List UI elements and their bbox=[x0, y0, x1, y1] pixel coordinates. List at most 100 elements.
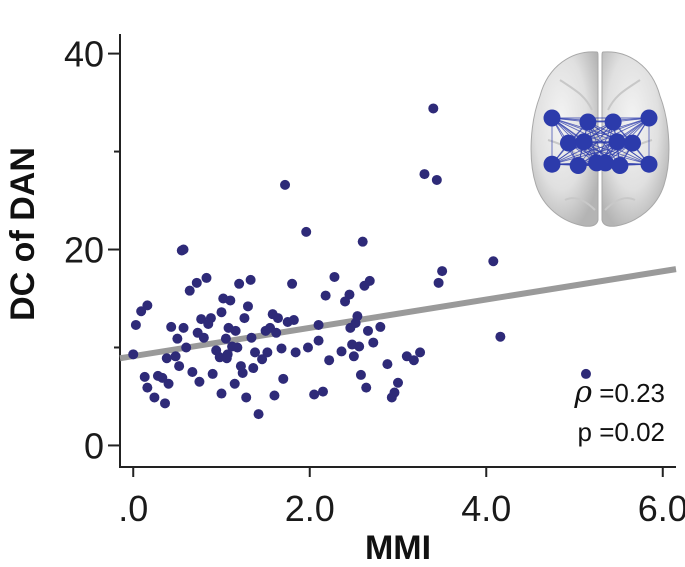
data-point bbox=[139, 371, 150, 382]
data-point bbox=[230, 325, 241, 336]
brain-node bbox=[611, 157, 629, 175]
data-point bbox=[184, 285, 195, 296]
data-point bbox=[287, 278, 298, 289]
rho-annotation: ρ =0.23 bbox=[573, 375, 665, 410]
data-point bbox=[278, 373, 289, 384]
data-point bbox=[280, 179, 291, 190]
data-point bbox=[419, 169, 430, 180]
data-point bbox=[198, 332, 209, 343]
brain-node bbox=[575, 133, 593, 151]
data-point bbox=[163, 378, 174, 389]
data-point bbox=[375, 321, 386, 332]
data-point bbox=[262, 347, 273, 358]
brain-network-inset bbox=[530, 51, 670, 227]
brain-node bbox=[559, 134, 577, 152]
data-point bbox=[336, 346, 347, 357]
x-tick-label: 6.0 bbox=[638, 488, 685, 529]
data-point bbox=[580, 368, 591, 379]
data-point bbox=[205, 313, 216, 324]
brain-edge bbox=[551, 141, 618, 165]
brain-node bbox=[596, 154, 614, 172]
data-point bbox=[172, 333, 183, 344]
data-point bbox=[241, 392, 252, 403]
brain-node bbox=[569, 157, 587, 175]
x-axis-title: MMI bbox=[365, 529, 431, 567]
x-tick-label: 2.0 bbox=[285, 488, 335, 529]
data-point bbox=[428, 103, 439, 114]
data-point bbox=[178, 244, 189, 255]
data-point bbox=[329, 271, 340, 282]
data-point bbox=[166, 321, 177, 332]
data-point bbox=[250, 347, 261, 358]
data-point bbox=[216, 307, 227, 318]
data-point bbox=[253, 409, 264, 420]
data-point bbox=[142, 382, 153, 393]
data-point bbox=[174, 361, 185, 372]
data-point bbox=[433, 277, 444, 288]
brain-node bbox=[604, 113, 622, 131]
data-point bbox=[361, 382, 372, 393]
data-point bbox=[130, 319, 141, 330]
data-point bbox=[302, 342, 313, 353]
data-point bbox=[357, 236, 368, 247]
regression-line bbox=[119, 266, 677, 362]
rho-value: =0.23 bbox=[592, 378, 665, 408]
rho-symbol: ρ bbox=[573, 375, 592, 410]
data-point bbox=[393, 377, 403, 388]
data-point bbox=[178, 322, 189, 333]
y-tick-label: 0 bbox=[84, 425, 104, 466]
data-point bbox=[181, 342, 192, 353]
data-point bbox=[271, 327, 282, 338]
data-point bbox=[352, 311, 363, 322]
data-point bbox=[225, 295, 236, 306]
brain-edge bbox=[551, 117, 650, 165]
brain-node bbox=[543, 109, 561, 127]
data-point bbox=[408, 355, 419, 366]
brain-node bbox=[624, 134, 642, 152]
data-point bbox=[301, 226, 312, 237]
data-point bbox=[354, 341, 365, 352]
brain-edge bbox=[583, 117, 650, 143]
brain-node bbox=[608, 133, 626, 151]
data-point bbox=[355, 369, 366, 380]
data-point bbox=[191, 277, 202, 288]
data-point bbox=[161, 353, 172, 364]
data-point bbox=[324, 355, 335, 366]
data-point bbox=[415, 347, 426, 358]
data-point bbox=[488, 256, 499, 267]
data-point bbox=[216, 388, 227, 399]
data-point bbox=[187, 366, 198, 377]
data-point bbox=[364, 275, 375, 286]
data-point bbox=[246, 332, 257, 343]
data-point bbox=[313, 319, 324, 330]
data-point bbox=[142, 300, 153, 311]
brain-node bbox=[640, 155, 658, 173]
data-point bbox=[237, 367, 248, 378]
data-point bbox=[313, 335, 324, 346]
data-point bbox=[389, 387, 400, 398]
data-point bbox=[290, 347, 301, 358]
data-point bbox=[248, 363, 259, 374]
brain-node bbox=[543, 155, 561, 173]
data-point bbox=[272, 313, 283, 324]
data-point bbox=[242, 301, 253, 312]
data-point bbox=[170, 351, 181, 362]
data-point bbox=[160, 398, 171, 409]
data-point bbox=[229, 378, 240, 389]
data-point bbox=[320, 290, 331, 301]
data-point bbox=[382, 359, 393, 370]
data-point bbox=[317, 386, 328, 397]
data-point bbox=[232, 342, 243, 353]
data-point bbox=[276, 343, 287, 354]
data-point bbox=[344, 289, 355, 300]
data-point bbox=[245, 274, 256, 285]
data-point bbox=[194, 376, 205, 387]
brain-node bbox=[579, 113, 597, 131]
data-point bbox=[288, 315, 299, 326]
data-point bbox=[128, 349, 139, 360]
data-point bbox=[257, 354, 268, 365]
data-point bbox=[149, 392, 160, 403]
brain-edge bbox=[583, 141, 650, 165]
brain-edge bbox=[551, 117, 618, 143]
